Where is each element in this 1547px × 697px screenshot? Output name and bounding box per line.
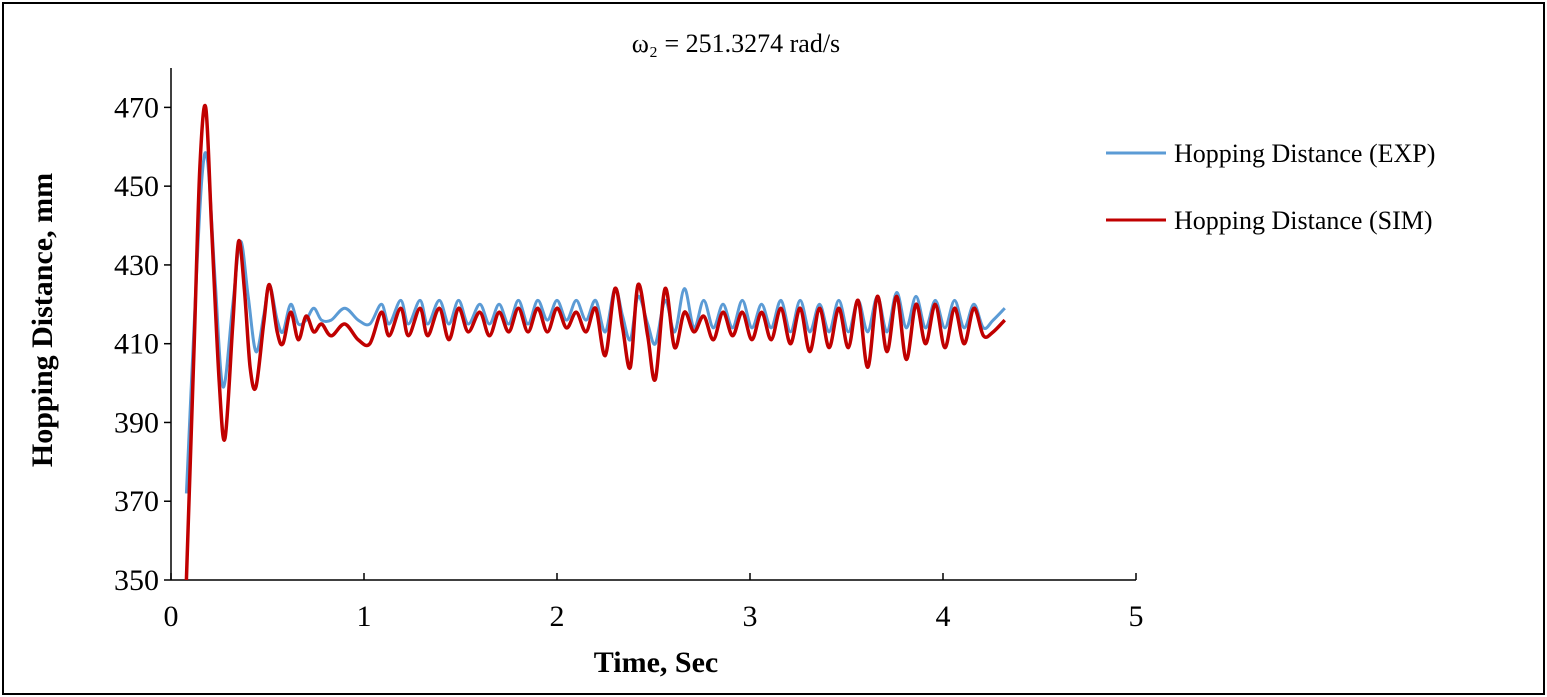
series-line-sim [184,103,1007,581]
x-tick-label: 2 [550,600,565,633]
series-lines [184,103,1007,581]
y-tick-label: 370 [114,485,159,518]
chart-title: ω₂ = 251.3274 rad/s [632,29,840,58]
x-axis-ticks: 0 1 2 3 4 5 [164,573,1144,633]
y-tick-label: 470 [114,91,159,124]
legend-item-exp: Hopping Distance (EXP) [1106,139,1435,168]
legend: Hopping Distance (EXP) Hopping Distance … [1106,139,1435,235]
x-tick-label: 5 [1129,600,1144,633]
x-tick-label: 1 [357,600,372,633]
y-tick-label: 450 [114,170,159,203]
x-tick-label: 3 [743,600,758,633]
y-axis-title: Hopping Distance, mm [26,173,59,467]
y-tick-label: 430 [114,249,159,282]
legend-item-sim: Hopping Distance (SIM) [1106,206,1433,235]
y-tick-label: 410 [114,328,159,361]
x-axis-title: Time, Sec [594,646,718,679]
y-axis-ticks: 350 370 390 410 430 450 470 [114,91,171,597]
x-tick-label: 0 [164,600,179,633]
y-tick-label: 390 [114,406,159,439]
y-tick-label: 350 [114,564,159,597]
x-tick-label: 4 [936,600,951,633]
legend-label-exp: Hopping Distance (EXP) [1174,139,1435,168]
legend-label-sim: Hopping Distance (SIM) [1174,206,1433,235]
